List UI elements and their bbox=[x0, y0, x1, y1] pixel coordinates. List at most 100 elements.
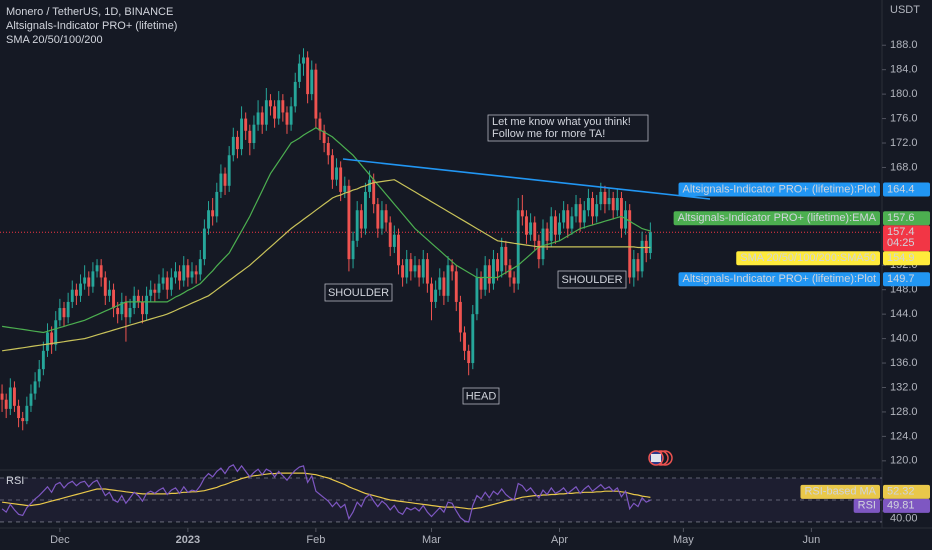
candle-body bbox=[409, 259, 413, 272]
candle-body bbox=[194, 271, 198, 275]
candle-body bbox=[545, 228, 549, 241]
candle-body bbox=[417, 265, 421, 278]
candle-body bbox=[405, 259, 409, 278]
label-box bbox=[853, 498, 880, 513]
candle-body bbox=[533, 222, 537, 241]
y-tick-label: 140.0 bbox=[890, 333, 918, 345]
x-tick-label: 2023 bbox=[176, 534, 200, 546]
candle-body bbox=[326, 143, 330, 156]
candle-body bbox=[318, 118, 322, 131]
note-line: Let me know what you think! bbox=[492, 116, 631, 128]
candle-body bbox=[285, 112, 289, 125]
y-tick-label: 176.0 bbox=[890, 112, 918, 124]
candle-body bbox=[500, 246, 504, 272]
x-tick-label: Jun bbox=[803, 534, 821, 546]
price-labels: 120.0 124.0 128.0 132.0 136.0 140.0 144.0 148.0… bbox=[673, 39, 930, 525]
candle-body bbox=[17, 405, 21, 419]
candle-body bbox=[607, 198, 611, 205]
candle-body bbox=[41, 350, 45, 370]
pattern-label: HEAD bbox=[466, 390, 497, 402]
candle-body bbox=[153, 289, 157, 293]
candle-body bbox=[578, 204, 582, 223]
candle-body bbox=[454, 271, 458, 302]
candle-body bbox=[562, 210, 566, 223]
candle-body bbox=[0, 393, 4, 400]
candle-body bbox=[103, 277, 107, 296]
x-tick-label: May bbox=[673, 534, 694, 546]
candle-body bbox=[392, 234, 396, 247]
candle-body bbox=[33, 381, 37, 394]
candle-body bbox=[178, 271, 182, 281]
candle-body bbox=[570, 216, 574, 229]
y-tick-label: 184.0 bbox=[890, 64, 918, 76]
chart-title: Monero / TetherUS, 1D, BINANCE bbox=[6, 6, 173, 18]
candle-body bbox=[256, 112, 260, 125]
candle-body bbox=[297, 63, 301, 82]
candle-body bbox=[302, 57, 305, 64]
y-tick-label: 120.0 bbox=[890, 455, 918, 467]
x-tick-label: Dec bbox=[50, 534, 70, 546]
pattern-box bbox=[557, 270, 627, 289]
candle-body bbox=[260, 112, 264, 125]
candle-body bbox=[368, 179, 372, 192]
y-tick-label: 128.0 bbox=[890, 406, 918, 418]
candle-body bbox=[537, 240, 541, 260]
candle-body bbox=[74, 289, 78, 296]
candle-body bbox=[190, 271, 194, 278]
rsi-tick-label: 40.00 bbox=[890, 513, 918, 525]
candle-body bbox=[136, 295, 140, 302]
candle-body bbox=[603, 191, 607, 205]
y-tick-label: 132.0 bbox=[890, 381, 918, 393]
candle-body bbox=[397, 234, 400, 266]
event-icons[interactable] bbox=[648, 450, 673, 466]
candle-body bbox=[595, 204, 599, 217]
candle-body bbox=[29, 393, 33, 406]
x-tick-label: Feb bbox=[306, 534, 325, 546]
candle-body bbox=[475, 277, 479, 315]
candle-body bbox=[157, 283, 161, 293]
x-tick-label: Apr bbox=[551, 534, 568, 546]
candle-body bbox=[87, 277, 91, 287]
label-box bbox=[883, 211, 930, 226]
candle-body bbox=[62, 308, 66, 318]
rsi-line bbox=[1, 464, 651, 523]
y-tick-label: 168.0 bbox=[890, 161, 918, 173]
candle-body bbox=[520, 210, 524, 217]
candle-body bbox=[628, 210, 632, 278]
candle-body bbox=[376, 204, 380, 229]
label-box bbox=[736, 251, 880, 266]
indicator-legend: Altsignals-Indicator PRO+ (lifetime) bbox=[6, 20, 177, 32]
label-text: 164.4 bbox=[887, 183, 915, 195]
candle-body bbox=[471, 314, 475, 364]
candle-body bbox=[351, 240, 355, 260]
candle-body bbox=[425, 259, 429, 284]
candle-body bbox=[186, 265, 190, 278]
candle-body bbox=[58, 308, 62, 321]
label-text: Altsignals-Indicator PRO+ (lifetime):Plo… bbox=[683, 183, 876, 195]
y-tick-label: 124.0 bbox=[890, 430, 918, 442]
label-text: RSI-based MA bbox=[804, 486, 876, 498]
candle-body bbox=[248, 130, 252, 144]
candle-body bbox=[413, 265, 417, 272]
candle-body bbox=[161, 277, 165, 284]
candle-body bbox=[219, 173, 223, 192]
candle-body bbox=[25, 405, 29, 422]
candle-body bbox=[165, 277, 169, 290]
label-box bbox=[673, 211, 880, 226]
candle-body bbox=[269, 100, 272, 107]
candle-body bbox=[54, 320, 58, 345]
candle-body bbox=[496, 259, 500, 272]
candle-body bbox=[211, 210, 215, 217]
rsi-ma-line bbox=[2, 472, 651, 510]
candle-body bbox=[574, 204, 578, 217]
candle-body bbox=[314, 69, 318, 119]
currency-label: USDT bbox=[890, 4, 920, 16]
candle-body bbox=[549, 216, 553, 241]
label-text: Altsignals-Indicator PRO+ (lifetime):EMA bbox=[678, 212, 877, 224]
candle-body bbox=[648, 232, 652, 254]
candle-body bbox=[174, 271, 177, 278]
label-box bbox=[678, 272, 880, 287]
candle-body bbox=[289, 106, 293, 125]
candle-body bbox=[235, 136, 239, 150]
